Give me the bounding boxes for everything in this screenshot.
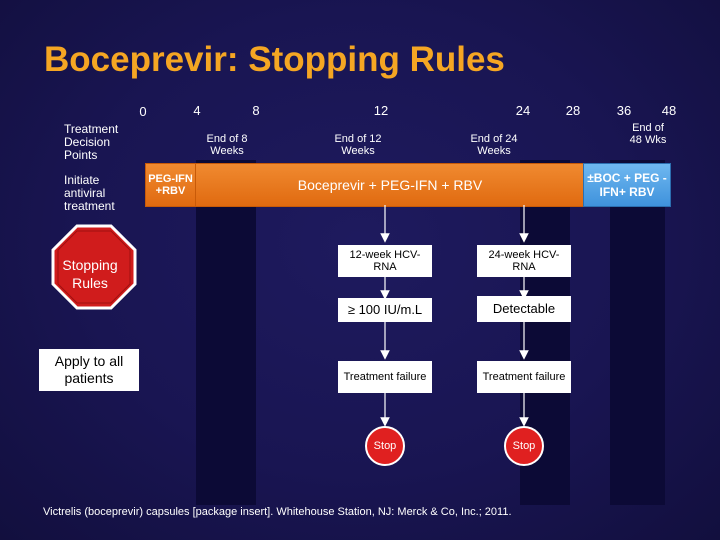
milestone-week12: End of 12 Weeks xyxy=(334,133,382,157)
week-label-48: 48 xyxy=(661,103,677,118)
week12-treatment-failure-box: Treatment failure xyxy=(338,361,432,393)
stopping-rules-label: Stopping Rules xyxy=(62,257,118,291)
citation-footer: Victrelis (boceprevir) capsules [package… xyxy=(43,506,512,518)
week-label-8: 8 xyxy=(252,103,260,118)
milestone-week24: End of 24 Weeks xyxy=(470,133,518,157)
boceprevir-treatment-bar: Boceprevir + PEG-IFN + RBV xyxy=(195,163,585,207)
apply-to-all-patients-box: Apply to all patients xyxy=(39,349,139,391)
milestone-week8: End of 8 Weeks xyxy=(206,133,248,157)
timeline-band-week4-8 xyxy=(196,160,256,505)
page-title: Boceprevir: Stopping Rules xyxy=(44,40,505,79)
week24-treatment-failure-box: Treatment failure xyxy=(477,361,571,393)
week24-threshold-box: Detectable xyxy=(477,296,571,322)
week12-threshold-box: ≥ 100 IU/m.L xyxy=(338,298,432,322)
week12-hcv-rna-test-box: 12-week HCV-RNA xyxy=(338,245,432,277)
milestone-week48: End of 48 Wks xyxy=(629,122,667,146)
timeline-band-week36-48 xyxy=(610,160,665,505)
week-label-36: 36 xyxy=(616,103,632,118)
week-label-24: 24 xyxy=(515,103,531,118)
lead-in-peg-ifn-rbv-box: PEG-IFN +RBV xyxy=(145,163,196,207)
week24-hcv-rna-test-box: 24-week HCV-RNA xyxy=(477,245,571,277)
week-label-4: 4 xyxy=(193,103,201,118)
week24-stop-circle: Stop xyxy=(504,426,544,466)
stop-sign-octagon xyxy=(51,224,137,310)
week-label-28: 28 xyxy=(565,103,581,118)
extension-treatment-box: ±BOC + PEG -IFN+ RBV xyxy=(583,163,671,207)
decision-points-label: Treatment Decision Points xyxy=(64,122,119,162)
week12-stop-circle: Stop xyxy=(365,426,405,466)
week-label-12: 12 xyxy=(373,103,389,118)
initiate-treatment-label: Initiate antiviral treatment xyxy=(64,173,115,213)
week-label-0: 0 xyxy=(139,104,147,119)
